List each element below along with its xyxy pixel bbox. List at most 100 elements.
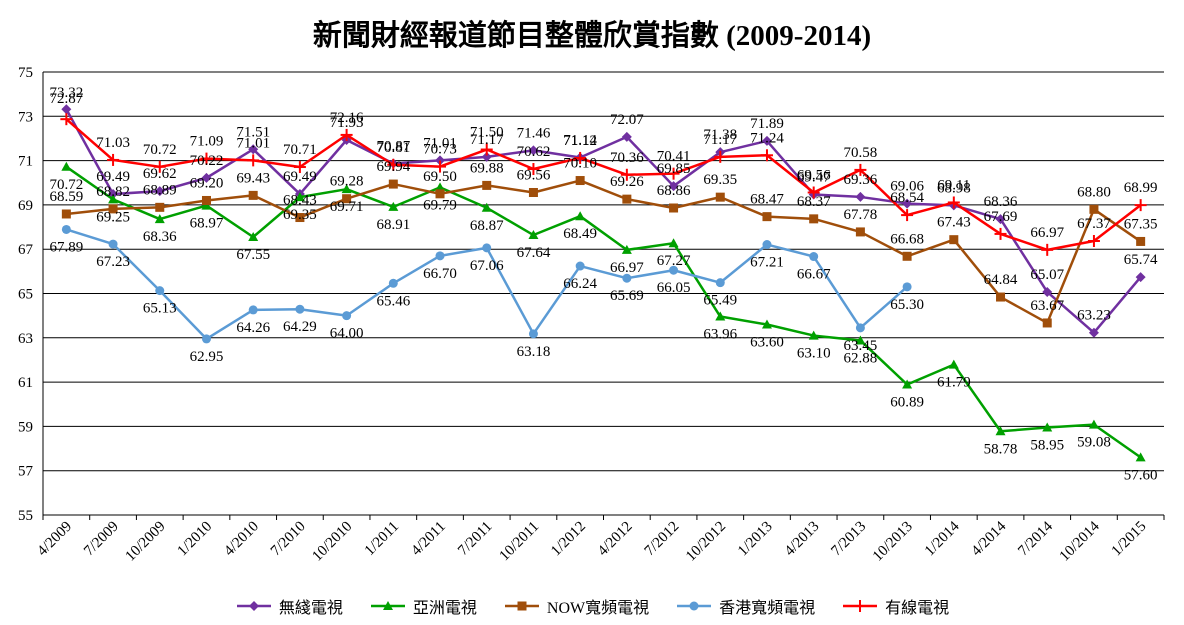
data-label: 61.79 xyxy=(937,375,971,391)
data-label: 65.49 xyxy=(703,293,737,309)
data-label: 64.00 xyxy=(330,326,364,342)
data-label: 69.88 xyxy=(470,160,504,176)
data-point xyxy=(388,278,398,288)
data-label: 70.81 xyxy=(376,140,410,156)
legend-swatch xyxy=(370,601,405,610)
data-point xyxy=(1042,286,1053,297)
data-label: 71.89 xyxy=(750,116,784,132)
series-line xyxy=(65,118,1142,252)
data-label: 70.41 xyxy=(657,149,691,165)
data-point xyxy=(295,213,305,223)
data-label: 69.36 xyxy=(844,172,878,188)
data-label: 63.10 xyxy=(797,346,831,362)
data-label: 69.71 xyxy=(330,199,364,215)
data-point xyxy=(947,196,960,209)
data-point xyxy=(108,194,119,204)
series-line xyxy=(65,165,1142,459)
data-point xyxy=(153,160,166,173)
data-point xyxy=(855,191,866,202)
data-label: 70.71 xyxy=(283,142,317,158)
x-tick-label: 1/2013 xyxy=(735,519,776,560)
data-label: 69.47 xyxy=(797,169,831,185)
legend-label: 無綫電視 xyxy=(278,600,343,617)
data-point xyxy=(155,286,165,296)
series-3 xyxy=(61,224,912,344)
data-point xyxy=(622,194,632,204)
data-label: 69.26 xyxy=(610,174,644,190)
data-label: 67.55 xyxy=(236,247,270,263)
y-tick-label: 61 xyxy=(18,375,33,391)
data-point xyxy=(61,161,72,171)
data-point xyxy=(949,235,959,245)
data-label: 66.70 xyxy=(423,266,457,282)
data-label: 71.50 xyxy=(470,125,504,141)
legend-marker xyxy=(382,601,393,610)
chart-title: 新聞財經報道節目整體欣賞指數 (2009-2014) xyxy=(312,20,872,52)
legend-marker xyxy=(517,601,527,611)
data-point xyxy=(435,155,446,166)
data-point xyxy=(714,150,727,163)
data-label: 64.84 xyxy=(984,272,1018,288)
x-tick-label: 4/2014 xyxy=(969,518,1010,559)
data-point xyxy=(155,202,165,212)
data-label: 67.06 xyxy=(470,258,504,274)
data-label: 62.95 xyxy=(190,349,224,365)
y-tick-label: 59 xyxy=(18,419,33,435)
data-point xyxy=(340,128,353,141)
data-point xyxy=(761,135,772,146)
legend-label: 香港寬頻電視 xyxy=(719,600,816,617)
data-label: 69.49 xyxy=(96,169,130,185)
data-label: 69.11 xyxy=(937,177,970,193)
data-point xyxy=(902,251,912,261)
data-label: 69.56 xyxy=(797,167,831,183)
data-point xyxy=(528,187,538,197)
data-point xyxy=(1134,199,1147,212)
y-tick-label: 63 xyxy=(18,331,33,347)
x-tick-label: 4/2011 xyxy=(408,519,448,559)
legend-marker xyxy=(689,601,699,611)
legend-item: 亞洲電視 xyxy=(369,594,477,618)
data-label: 57.60 xyxy=(1124,467,1158,483)
data-label: 68.99 xyxy=(1124,180,1158,196)
data-point xyxy=(248,305,258,315)
x-tick-label: 4/2012 xyxy=(595,519,636,560)
data-label: 69.35 xyxy=(703,172,737,188)
data-point xyxy=(762,240,772,250)
x-tick-label: 10/2010 xyxy=(309,519,355,565)
data-point xyxy=(622,273,632,283)
data-point xyxy=(61,104,72,115)
data-label: 64.29 xyxy=(283,319,317,335)
data-point xyxy=(762,212,772,222)
legend-item: 香港寬頻電視 xyxy=(675,594,815,618)
data-point xyxy=(294,192,305,202)
data-label: 72.87 xyxy=(49,91,83,107)
data-point xyxy=(1088,327,1099,338)
x-tick-label: 7/2013 xyxy=(828,519,869,560)
data-point xyxy=(902,198,913,209)
legend: 無綫電視 亞洲電視 NOW寬頻電視 香港寬頻電視 有線電視 xyxy=(0,594,1184,618)
data-point xyxy=(1089,204,1099,214)
data-point xyxy=(201,172,212,183)
data-label: 58.95 xyxy=(1030,438,1064,454)
data-point xyxy=(855,323,865,333)
data-point xyxy=(574,151,587,164)
data-label: 69.35 xyxy=(283,207,317,223)
legend-swatch xyxy=(843,600,878,612)
data-label: 69.49 xyxy=(283,169,317,185)
data-point xyxy=(809,252,819,262)
data-label: 68.43 xyxy=(283,193,317,209)
data-label: 68.49 xyxy=(563,226,597,242)
data-label: 65.46 xyxy=(376,293,410,309)
data-point xyxy=(575,176,585,186)
data-point xyxy=(807,186,820,199)
data-label: 66.24 xyxy=(563,276,597,292)
data-label: 71.09 xyxy=(190,134,224,150)
y-tick-label: 71 xyxy=(18,154,33,170)
data-label: 58.78 xyxy=(984,441,1018,457)
data-label: 63.45 xyxy=(844,338,878,354)
data-label: 67.35 xyxy=(1124,216,1158,232)
legend-item: 無綫電視 xyxy=(235,594,343,618)
data-point xyxy=(61,209,71,219)
data-point xyxy=(435,251,445,261)
